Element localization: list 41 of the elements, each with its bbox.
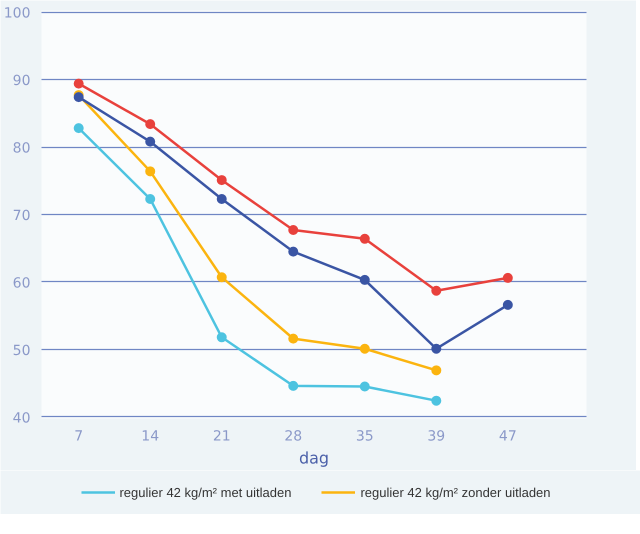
point: [360, 382, 370, 392]
y-tick-label: 60: [12, 275, 31, 292]
x-tick-label: 14: [141, 428, 160, 444]
point: [216, 332, 227, 342]
y-tick-label: 90: [12, 73, 31, 90]
point: [74, 78, 84, 89]
y-tick-label: 40: [12, 410, 31, 426]
point: [502, 300, 513, 310]
point: [145, 194, 156, 204]
x-axis-title: dag: [298, 448, 330, 468]
point: [431, 365, 442, 376]
point: [360, 344, 370, 354]
x-tick-label: 28: [284, 428, 302, 444]
y-tick-label: 70: [12, 208, 31, 224]
y-tick-label: 50: [12, 342, 31, 359]
point: [360, 274, 370, 285]
x-tick-label: 35: [356, 428, 374, 444]
x-tick-label: 21: [212, 428, 231, 444]
x-tick-label: 39: [427, 428, 446, 444]
point: [216, 272, 227, 282]
point: [288, 225, 298, 236]
point: [360, 234, 370, 244]
point: [431, 344, 442, 354]
point: [145, 119, 156, 130]
point: [431, 286, 442, 296]
point: [216, 194, 227, 204]
point: [431, 396, 442, 406]
point: [502, 272, 513, 283]
y-tick-label: 100: [4, 6, 31, 22]
legend-label: regulier 42 kg/m² met uitladen: [119, 484, 292, 500]
point: [216, 175, 227, 186]
point: [288, 246, 298, 257]
point: [288, 380, 298, 391]
y-tick-label: 80: [12, 140, 31, 157]
x-tick-label: 47: [498, 428, 517, 444]
x-tick-label: 7: [74, 428, 84, 444]
point: [145, 136, 156, 147]
point: [288, 334, 298, 344]
point: [74, 123, 84, 134]
point: [145, 166, 156, 176]
legend-label: regulier 42 kg/m² zonder uitladen: [360, 484, 551, 500]
